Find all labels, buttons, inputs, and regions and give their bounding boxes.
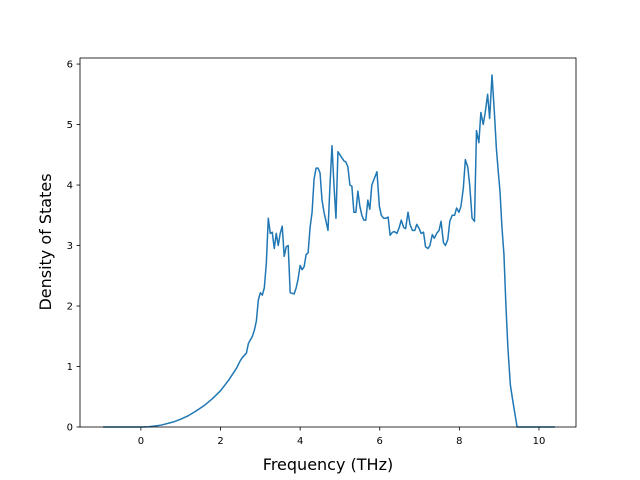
x-tick-label: 6 [377, 436, 383, 447]
x-tick-label: 0 [138, 436, 144, 447]
x-tick-label: 2 [217, 436, 223, 447]
x-tick-label: 8 [456, 436, 462, 447]
y-tick-label: 4 [67, 181, 73, 192]
y-tick-label: 6 [67, 60, 73, 71]
y-tick-label: 3 [67, 241, 73, 252]
x-tick-label: 10 [533, 436, 546, 447]
y-tick-label: 0 [67, 423, 73, 434]
y-axis-label: Density of States [36, 173, 55, 310]
x-tick-label: 4 [297, 436, 303, 447]
plot-frame [79, 57, 577, 428]
y-tick-label: 1 [67, 362, 73, 373]
y-tick-label: 2 [67, 302, 73, 313]
x-axis-label: Frequency (THz) [263, 455, 393, 474]
y-tick-label: 5 [67, 120, 73, 131]
line [103, 74, 555, 428]
